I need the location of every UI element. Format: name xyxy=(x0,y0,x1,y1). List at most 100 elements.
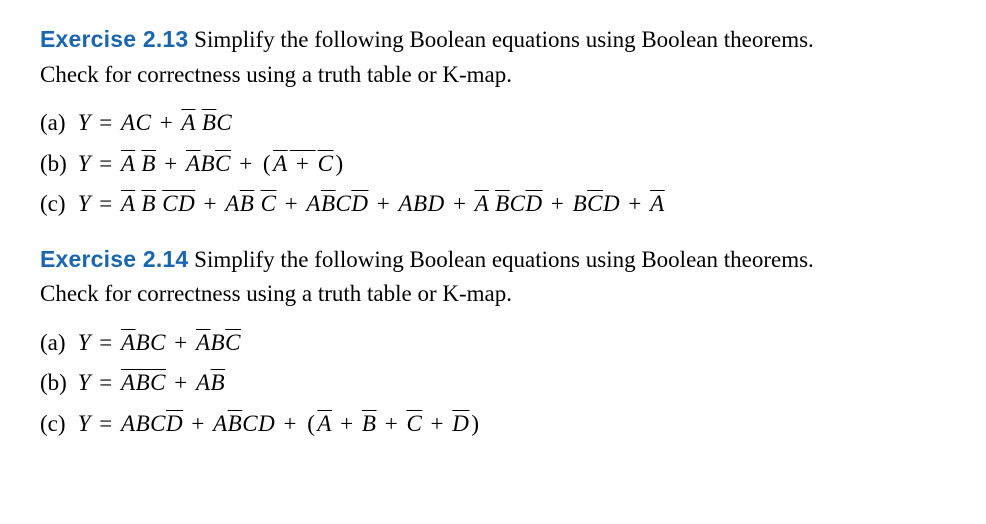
page: Exercise 2.13 Simplify the following Boo… xyxy=(0,0,986,481)
operator: + xyxy=(166,330,196,355)
variable: B xyxy=(211,330,226,355)
variable: A xyxy=(475,191,489,216)
operator: = xyxy=(91,330,121,355)
variable: B xyxy=(141,191,156,216)
variable: C xyxy=(150,411,166,436)
item-label: (a) xyxy=(40,106,72,141)
variable: Y xyxy=(78,411,91,436)
exercise-intro: Exercise 2.14 Simplify the following Boo… xyxy=(40,242,946,312)
variable: B xyxy=(136,411,151,436)
exercise-heading: Exercise 2.13 xyxy=(40,26,188,52)
item-label: (b) xyxy=(40,147,72,182)
variable: Y xyxy=(78,330,91,355)
operator: + xyxy=(620,191,650,216)
operator: + xyxy=(288,151,318,176)
operator: + xyxy=(445,191,475,216)
exercise-block: Exercise 2.14 Simplify the following Boo… xyxy=(40,242,946,442)
exercise-prompt-line: Simplify the following Boolean equations… xyxy=(194,247,814,272)
variable: A xyxy=(121,330,136,355)
operator: + xyxy=(376,411,406,436)
variable: A xyxy=(650,191,665,216)
variable: D xyxy=(603,191,620,216)
variable: Y xyxy=(78,191,91,216)
variable: A xyxy=(186,151,201,176)
operator: + xyxy=(183,411,213,436)
variable: C xyxy=(336,191,352,216)
variable: D xyxy=(428,191,445,216)
variable: C xyxy=(242,411,258,436)
variable: D xyxy=(178,191,195,216)
variable: B xyxy=(202,110,217,135)
variable: C xyxy=(150,370,166,395)
exercise-item: (b) Y = ABC + AB xyxy=(40,366,946,401)
equation: Y = ABCD + ABCD + (A + B + C + D) xyxy=(78,411,482,436)
exercise-block: Exercise 2.13 Simplify the following Boo… xyxy=(40,22,946,222)
variable: B xyxy=(495,191,510,216)
operator: + xyxy=(151,110,181,135)
operator: + xyxy=(166,370,196,395)
variable: B xyxy=(136,370,151,395)
operator: = xyxy=(91,370,121,395)
operator: + xyxy=(332,411,362,436)
variable: A xyxy=(398,191,413,216)
variable: D xyxy=(258,411,275,436)
variable: D xyxy=(351,191,368,216)
variable: Y xyxy=(78,370,91,395)
variable: A xyxy=(121,191,135,216)
exercise-intro: Exercise 2.13 Simplify the following Boo… xyxy=(40,22,946,92)
variable: C xyxy=(261,191,277,216)
operator: = xyxy=(91,110,121,135)
item-label: (b) xyxy=(40,366,72,401)
variable: C xyxy=(406,411,422,436)
equation: Y = A B CD + AB C + ABCD + ABD + A BCD +… xyxy=(78,191,665,216)
variable: B xyxy=(211,370,226,395)
exercise-heading: Exercise 2.14 xyxy=(40,246,188,272)
overline-group: A + C xyxy=(273,151,333,176)
variable: A xyxy=(181,110,195,135)
variable: B xyxy=(413,191,428,216)
item-label: (c) xyxy=(40,187,72,222)
variable: A xyxy=(225,191,240,216)
operator: ) xyxy=(469,411,481,436)
variable: A xyxy=(273,151,288,176)
operator: + xyxy=(156,151,186,176)
variable: B xyxy=(228,411,243,436)
variable: C xyxy=(162,191,178,216)
exercise-prompt-line: Check for correctness using a truth tabl… xyxy=(40,62,512,87)
variable: A xyxy=(196,330,211,355)
exercise-prompt-line: Check for correctness using a truth tabl… xyxy=(40,281,512,306)
item-label: (a) xyxy=(40,326,72,361)
variable: B xyxy=(362,411,377,436)
variable: C xyxy=(136,110,152,135)
exercise-item: (c) Y = ABCD + ABCD + (A + B + C + D) xyxy=(40,407,946,442)
variable: A xyxy=(213,411,228,436)
variable: B xyxy=(573,191,588,216)
variable: D xyxy=(452,411,469,436)
exercise-prompt-line: Simplify the following Boolean equations… xyxy=(194,27,814,52)
variable: C xyxy=(216,110,232,135)
operator: + xyxy=(543,191,573,216)
variable: C xyxy=(318,151,334,176)
exercise-item: (a) Y = ABC + ABC xyxy=(40,326,946,361)
operator: ( xyxy=(261,151,273,176)
variable: B xyxy=(240,191,255,216)
variable: D xyxy=(166,411,183,436)
operator: + xyxy=(231,151,261,176)
operator: + xyxy=(368,191,398,216)
variable: A xyxy=(121,411,136,436)
variable: C xyxy=(587,191,603,216)
variable: C xyxy=(225,330,241,355)
equation: Y = ABC + AB xyxy=(78,370,225,395)
overline-group: ABC xyxy=(121,370,166,395)
variable: A xyxy=(121,110,136,135)
variable: B xyxy=(321,191,336,216)
equation: Y = AC + A BC xyxy=(78,110,232,135)
variable: A xyxy=(121,151,135,176)
variable: C xyxy=(510,191,526,216)
variable: B xyxy=(136,330,151,355)
operator: = xyxy=(91,191,121,216)
operator: ( xyxy=(305,411,317,436)
variable: A xyxy=(196,370,211,395)
exercise-item: (c) Y = A B CD + AB C + ABCD + ABD + A B… xyxy=(40,187,946,222)
variable: Y xyxy=(78,110,91,135)
